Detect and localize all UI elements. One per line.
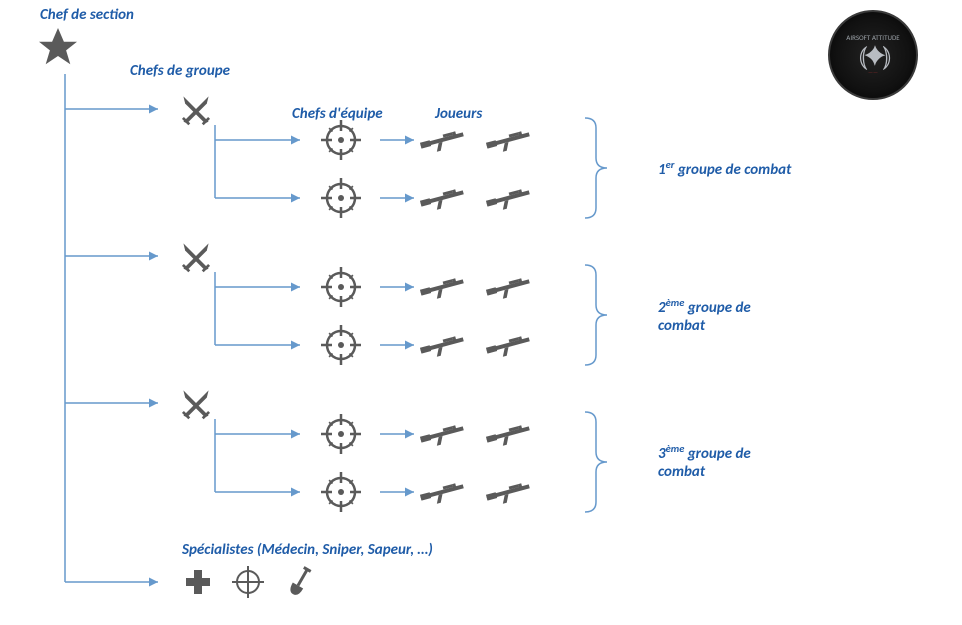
joueur-icon	[419, 276, 465, 302]
heading-chefs-groupe: Chefs de groupe	[130, 62, 230, 80]
brand-logo: AIRSOFT ATTITUDE⦅✦⦆——	[828, 10, 918, 100]
chef-section-icon	[39, 28, 77, 64]
joueur-icon	[419, 423, 465, 449]
joueur-icon	[485, 129, 531, 155]
chef-groupe-icon	[182, 243, 210, 272]
chef-equipe-icon	[321, 120, 361, 160]
heading-chefs-equipe: Chefs d'équipe	[292, 105, 383, 123]
chef-equipe-icon	[321, 472, 361, 512]
heading-joueurs: Joueurs	[435, 105, 482, 123]
joueur-icon	[485, 276, 531, 302]
joueur-icon	[485, 423, 531, 449]
joueur-icon	[419, 481, 465, 507]
joueur-icon	[419, 187, 465, 213]
group-label-2: 2ème groupe decombat	[658, 296, 751, 335]
chef-equipe-icon	[321, 414, 361, 454]
chef-groupe-icon	[182, 390, 210, 419]
chef-equipe-icon	[321, 267, 361, 307]
sapeur-icon	[288, 565, 313, 597]
chef-equipe-icon	[321, 178, 361, 218]
joueur-icon	[485, 334, 531, 360]
group-label-1: 1er groupe de combat	[658, 158, 791, 179]
joueur-icon	[419, 129, 465, 155]
medic-icon	[186, 570, 210, 594]
chef-equipe-icon	[321, 325, 361, 365]
joueur-icon	[419, 334, 465, 360]
logo-text-bottom: ——	[846, 70, 899, 76]
heading-chef-section: Chef de section	[40, 6, 134, 24]
chef-groupe-icon	[182, 96, 210, 125]
group-label-3: 3ème groupe decombat	[658, 442, 751, 481]
sniper-icon	[232, 566, 264, 598]
org-chart-canvas	[0, 0, 962, 625]
joueur-icon	[485, 187, 531, 213]
joueur-icon	[485, 481, 531, 507]
heading-specialistes: Spécialistes (Médecin, Sniper, Sapeur, ……	[182, 541, 433, 559]
